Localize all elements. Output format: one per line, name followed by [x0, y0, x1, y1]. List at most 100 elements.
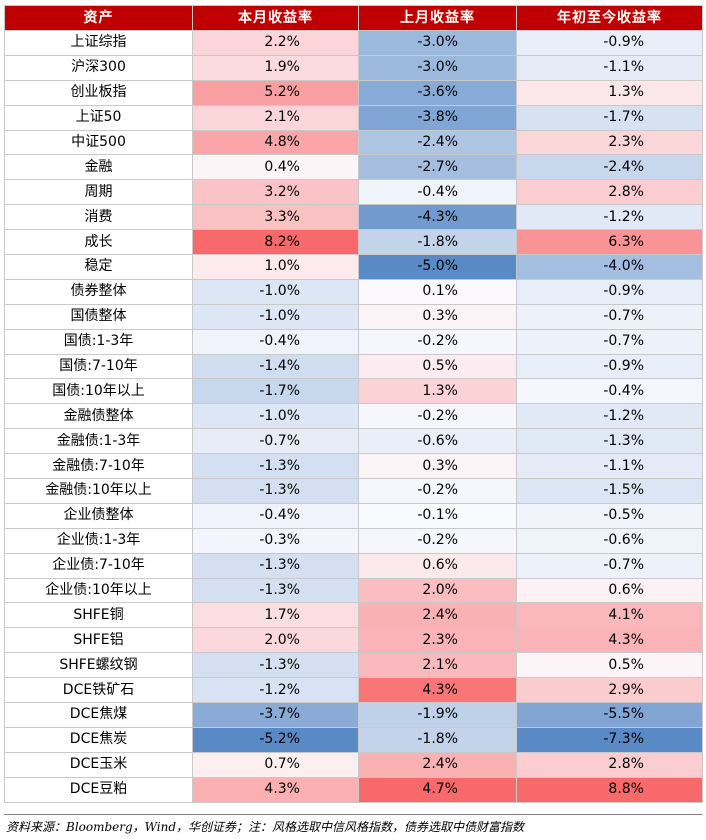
table-body: 上证综指 2.2% -3.0% -0.9% 沪深300 1.9% -3.0% -1.1% 创业板…: [4, 30, 703, 803]
asset-cell: DCE铁矿石: [4, 677, 193, 704]
ytd-cell: -2.4%: [516, 154, 703, 181]
last-month-cell: -2.4%: [358, 129, 517, 156]
this-month-cell: 2.0%: [192, 627, 359, 654]
this-month-cell: 4.3%: [192, 776, 359, 803]
table-row: 中证500 4.8% -2.4% 2.3%: [4, 129, 703, 156]
asset-cell: 企业债:7-10年: [4, 552, 193, 579]
last-month-cell: -0.6%: [358, 428, 517, 455]
this-month-cell: 1.7%: [192, 602, 359, 629]
table-row: SHFE螺纹钢 -1.3% 2.1% 0.5%: [4, 652, 703, 679]
ytd-cell: 4.3%: [516, 627, 703, 654]
source-note: 资料来源：Bloomberg，Wind，华创证券；注：风格选取中信风格指数，债券…: [6, 820, 525, 834]
table-row: SHFE铝 2.0% 2.3% 4.3%: [4, 627, 703, 654]
this-month-cell: 4.8%: [192, 129, 359, 156]
last-month-cell: 1.3%: [358, 378, 517, 405]
last-month-cell: 2.4%: [358, 602, 517, 629]
ytd-cell: -1.2%: [516, 403, 703, 430]
table-row: 沪深300 1.9% -3.0% -1.1%: [4, 54, 703, 81]
last-month-cell: 0.3%: [358, 303, 517, 330]
asset-cell: 成长: [4, 229, 193, 256]
this-month-cell: 2.2%: [192, 30, 359, 56]
table-row: 稳定 1.0% -5.0% -4.0%: [4, 254, 703, 280]
ytd-cell: -0.7%: [516, 303, 703, 330]
last-month-cell: -0.1%: [358, 502, 517, 529]
asset-cell: 金融债:7-10年: [4, 453, 193, 480]
ytd-cell: -5.5%: [516, 702, 703, 728]
this-month-cell: -0.3%: [192, 527, 359, 554]
ytd-cell: 0.5%: [516, 652, 703, 679]
last-month-cell: 2.3%: [358, 627, 517, 654]
asset-cell: 金融债:10年以上: [4, 478, 193, 504]
table-row: DCE焦煤 -3.7% -1.9% -5.5%: [4, 702, 703, 728]
table-row: 债券整体 -1.0% 0.1% -0.9%: [4, 278, 703, 305]
this-month-cell: -0.7%: [192, 428, 359, 455]
asset-cell: 国债:1-3年: [4, 328, 193, 355]
last-month-cell: -3.0%: [358, 30, 517, 56]
ytd-cell: 8.8%: [516, 776, 703, 803]
ytd-cell: 1.3%: [516, 79, 703, 106]
ytd-cell: -7.3%: [516, 726, 703, 753]
ytd-cell: 0.6%: [516, 577, 703, 604]
asset-cell: DCE焦煤: [4, 702, 193, 728]
last-month-cell: -4.3%: [358, 204, 517, 231]
table-row: 国债整体 -1.0% 0.3% -0.7%: [4, 303, 703, 330]
asset-cell: 稳定: [4, 254, 193, 280]
last-month-cell: 4.7%: [358, 776, 517, 803]
asset-cell: SHFE铜: [4, 602, 193, 629]
last-month-cell: -0.2%: [358, 403, 517, 430]
table-row: 金融债:7-10年 -1.3% 0.3% -1.1%: [4, 453, 703, 480]
last-month-cell: 0.1%: [358, 278, 517, 305]
this-month-cell: -1.0%: [192, 278, 359, 305]
asset-cell: 沪深300: [4, 54, 193, 81]
last-month-cell: -0.2%: [358, 527, 517, 554]
header-last-month: 上月收益率: [358, 5, 517, 31]
table-row: 消费 3.3% -4.3% -1.2%: [4, 204, 703, 231]
this-month-cell: -1.3%: [192, 478, 359, 504]
ytd-cell: -1.1%: [516, 54, 703, 81]
asset-cell: DCE焦炭: [4, 726, 193, 753]
this-month-cell: 1.0%: [192, 254, 359, 280]
this-month-cell: -1.2%: [192, 677, 359, 704]
last-month-cell: -1.8%: [358, 726, 517, 753]
ytd-cell: -0.7%: [516, 552, 703, 579]
this-month-cell: 3.3%: [192, 204, 359, 231]
asset-cell: 国债:10年以上: [4, 378, 193, 405]
asset-cell: 金融债整体: [4, 403, 193, 430]
last-month-cell: -0.2%: [358, 328, 517, 355]
last-month-cell: -2.7%: [358, 154, 517, 181]
table-row: 创业板指 5.2% -3.6% 1.3%: [4, 79, 703, 106]
last-month-cell: 2.0%: [358, 577, 517, 604]
this-month-cell: -1.4%: [192, 353, 359, 380]
asset-cell: 中证500: [4, 129, 193, 156]
asset-cell: 周期: [4, 179, 193, 206]
last-month-cell: -1.9%: [358, 702, 517, 728]
asset-cell: 企业债整体: [4, 502, 193, 529]
this-month-cell: 0.4%: [192, 154, 359, 181]
this-month-cell: -5.2%: [192, 726, 359, 753]
this-month-cell: -1.3%: [192, 577, 359, 604]
this-month-cell: -1.7%: [192, 378, 359, 405]
ytd-cell: -1.2%: [516, 204, 703, 231]
last-month-cell: 0.3%: [358, 453, 517, 480]
asset-cell: 金融债:1-3年: [4, 428, 193, 455]
table-row: 金融 0.4% -2.7% -2.4%: [4, 154, 703, 181]
this-month-cell: -1.3%: [192, 453, 359, 480]
this-month-cell: 8.2%: [192, 229, 359, 256]
header-this-month: 本月收益率: [192, 5, 359, 31]
asset-cell: SHFE铝: [4, 627, 193, 654]
asset-cell: 国债:7-10年: [4, 353, 193, 380]
asset-cell: 企业债:1-3年: [4, 527, 193, 554]
table-row: 上证综指 2.2% -3.0% -0.9%: [4, 30, 703, 56]
asset-cell: 创业板指: [4, 79, 193, 106]
table-row: DCE豆粕 4.3% 4.7% 8.8%: [4, 776, 703, 803]
source-divider: [4, 814, 702, 815]
table-row: DCE焦炭 -5.2% -1.8% -7.3%: [4, 726, 703, 753]
asset-cell: DCE豆粕: [4, 776, 193, 803]
table-row: 企业债:1-3年 -0.3% -0.2% -0.6%: [4, 527, 703, 554]
this-month-cell: 5.2%: [192, 79, 359, 106]
table-row: 国债:10年以上 -1.7% 1.3% -0.4%: [4, 378, 703, 405]
ytd-cell: -1.1%: [516, 453, 703, 480]
asset-cell: 消费: [4, 204, 193, 231]
last-month-cell: -5.0%: [358, 254, 517, 280]
ytd-cell: -1.3%: [516, 428, 703, 455]
